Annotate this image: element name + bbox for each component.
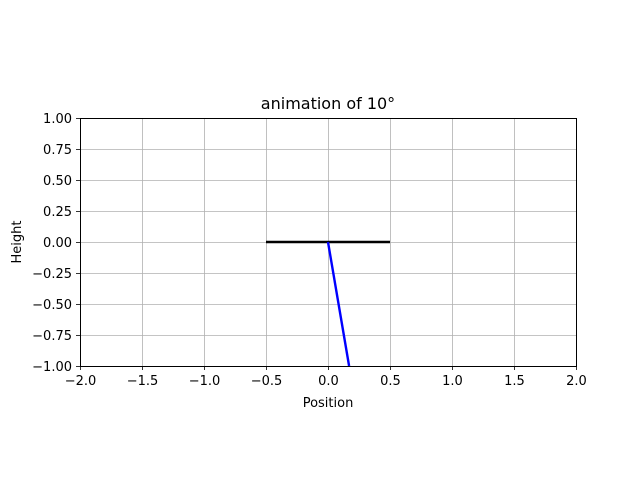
y-tick-label: 0.50 (43, 174, 72, 189)
plot-area (266, 240, 390, 367)
y-axis-label: Height (10, 221, 25, 264)
x-tick-label: −0.5 (251, 374, 283, 389)
x-tick-label: 0.0 (318, 374, 339, 389)
x-axis-label: Position (303, 396, 354, 411)
y-tick-label: −0.25 (32, 267, 72, 282)
y-tick-label: 0.25 (43, 205, 72, 220)
x-tick-label: −1.5 (127, 374, 159, 389)
y-axis: 1.00 0.75 0.50 0.25 0.00 −0.25 −0.50 −0.75 −1.00 (32, 112, 80, 375)
x-tick-label: 0.5 (380, 374, 401, 389)
x-tick-label: 1.0 (442, 374, 463, 389)
x-tick-label: −2.0 (65, 374, 97, 389)
x-tick-label: 1.5 (504, 374, 525, 389)
x-tick-label: −1.0 (189, 374, 221, 389)
x-tick-label: 2.0 (566, 374, 587, 389)
y-tick-label: −0.75 (32, 329, 72, 344)
chart-title: animation of 10° (261, 94, 395, 113)
x-axis: −2.0 −1.5 −1.0 −0.5 0.0 0.5 1.0 1.5 2.0 (65, 366, 587, 389)
y-tick-label: −1.00 (32, 360, 72, 375)
y-tick-label: −0.50 (32, 298, 72, 313)
y-tick-label: 0.75 (43, 143, 72, 158)
y-tick-label: 1.00 (43, 112, 72, 127)
y-tick-label: 0.00 (43, 236, 72, 251)
series-line-2 (326, 241, 351, 367)
